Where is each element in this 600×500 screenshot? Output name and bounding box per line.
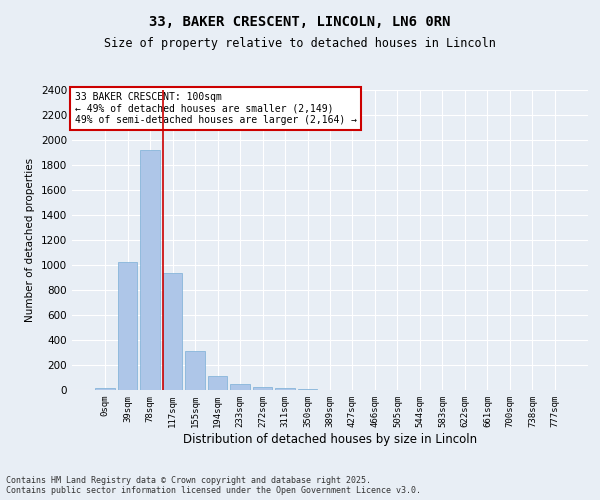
Bar (95, 388, 115, 390)
X-axis label: Distribution of detached houses by size in Lincoln: Distribution of detached houses by size … (183, 432, 477, 446)
Text: 33, BAKER CRESCENT, LINCOLN, LN6 0RN: 33, BAKER CRESCENT, LINCOLN, LN6 0RN (149, 15, 451, 29)
Text: Size of property relative to detached houses in Lincoln: Size of property relative to detached ho… (104, 38, 496, 51)
Bar (253, 387, 272, 390)
Text: Contains HM Land Registry data © Crown copyright and database right 2025.
Contai: Contains HM Land Registry data © Crown c… (6, 476, 421, 495)
Bar (163, 273, 182, 390)
Bar (185, 350, 205, 390)
Bar (208, 376, 227, 390)
Bar (230, 384, 250, 390)
Bar (275, 388, 295, 390)
Bar (140, 150, 160, 390)
Bar (118, 262, 137, 390)
Text: 33 BAKER CRESCENT: 100sqm
← 49% of detached houses are smaller (2,149)
49% of se: 33 BAKER CRESCENT: 100sqm ← 49% of detac… (74, 92, 356, 124)
Y-axis label: Number of detached properties: Number of detached properties (25, 158, 35, 322)
